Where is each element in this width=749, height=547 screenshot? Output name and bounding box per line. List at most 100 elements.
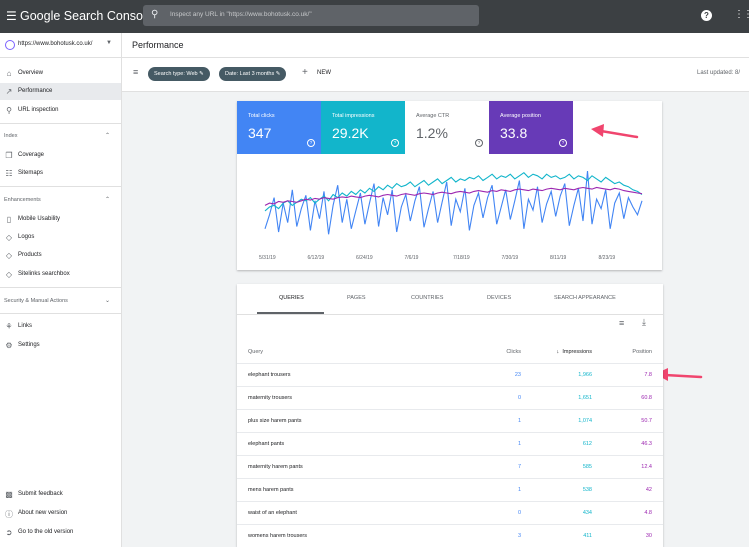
sidebar-item-mobile-usability[interactable]: ▯ Mobile Usability [0,211,121,228]
sidebar-item-settings[interactable]: ⚙ Settings [0,337,121,354]
add-icon[interactable]: + [302,67,308,78]
search-icon: ⚲ [151,9,159,20]
table-row[interactable]: mens harem pants 1 538 42 [237,478,663,501]
sidebar-item-old-version[interactable]: ➲ Go to the old version [0,524,121,541]
help-icon[interactable]: ? [391,139,399,147]
x-tick-label: 6/12/19 [308,255,325,261]
column-header-impressions[interactable]: ↓ Impressions [557,349,592,355]
search-input[interactable]: Inspect any URL in "https://www.bohotusk… [170,11,312,18]
cell-impressions: 1,651 [578,395,592,401]
column-header-position[interactable]: Position [632,349,652,355]
help-icon[interactable]: ? [559,139,567,147]
filter-rows-icon[interactable]: ≡ [619,318,625,328]
hamburger-menu-icon[interactable]: ☰ [6,9,17,23]
cell-position: 42 [645,487,652,493]
cell-clicks: 1 [517,418,521,424]
sidebar: https://www.bohotusk.co.uk/ ▼ ⌂ Overview… [0,33,122,547]
x-tick-label: 7/6/19 [405,255,419,261]
section-security[interactable]: Security & Manual Actions ⌄ [0,293,121,309]
new-filter-button[interactable]: NEW [317,70,331,76]
tab-pages[interactable]: PAGES [347,295,366,301]
cell-position: 60.8 [641,395,652,401]
chevron-up-icon: ⌃ [105,197,111,203]
cell-position: 50.7 [641,418,652,424]
cell-impressions: 411 [583,533,592,539]
sidebar-item-overview[interactable]: ⌂ Overview [0,65,121,82]
cell-query: mens harem pants [248,487,294,493]
help-icon[interactable]: ? [701,10,712,21]
info-icon: ⓘ [5,510,13,519]
cell-clicks: 7 [517,464,521,470]
table-row[interactable]: elephant pants 1 612 46.3 [237,432,663,455]
section-enhancements[interactable]: Enhancements ⌃ [0,192,121,208]
tab-search-appearance[interactable]: SEARCH APPEARANCE [554,295,616,301]
table-row[interactable]: maternity trousers 0 1,651 60.8 [237,386,663,409]
help-icon[interactable]: ? [475,139,483,147]
date-chip[interactable]: Date: Last 3 months ✎ [219,67,287,81]
sidebar-item-sitemaps[interactable]: ☷ Sitemaps [0,165,121,182]
sidebar-item-products[interactable]: ◇ Products [0,247,121,264]
exit-icon: ➲ [5,528,13,537]
sidebar-item-logos[interactable]: ◇ Logos [0,229,121,246]
filter-bar: ≡ Search type: Web ✎ Date: Last 3 months… [122,58,749,92]
chip-label: Date: Last 3 months [225,71,275,77]
metric-tile[interactable]: Average CTR 1.2%? [405,101,489,154]
url-inspect-search[interactable]: ⚲ Inspect any URL in "https://www.bohotu… [143,5,479,26]
cell-query: elephant pants [248,441,285,447]
home-icon: ⌂ [6,69,12,78]
table-row[interactable]: womens harem trousers 3 411 30 [237,524,663,547]
divider [0,313,121,314]
metric-tile[interactable]: Total impressions 29.2K? [321,101,405,154]
cell-clicks: 1 [517,487,521,493]
tab-countries[interactable]: COUNTRIES [411,295,444,301]
x-tick-label: 8/11/19 [550,255,567,261]
table-row[interactable]: plus size harem pants 1 1,074 50.7 [237,409,663,432]
x-tick-label: 7/30/19 [502,255,519,261]
diamond-icon: ◇ [5,251,13,260]
cell-clicks: 1 [517,441,521,447]
sidebar-item-label: Sitelinks searchbox [18,271,70,277]
sidebar-item-performance[interactable]: ↗ Performance [0,83,121,100]
cell-query: maternity trousers [248,395,293,401]
sidebar-item-coverage[interactable]: ❐ Coverage [0,147,121,164]
metric-tile[interactable]: Total clicks 347? [237,101,321,154]
sidebar-item-label: Go to the old version [18,529,74,535]
cell-query: plus size harem pants [248,418,302,424]
metric-value: 1.2% [416,125,448,141]
series-line-2 [264,186,643,206]
table-row[interactable]: elephant trousers 23 1,966 7.8 [237,363,663,386]
table-row[interactable]: maternity harem pants 7 585 12.4 [237,455,663,478]
performance-line-chart: 5/31/19 6/12/19 6/24/19 7/6/19 7/18/19 7/30/1… [259,171,643,261]
property-selector[interactable]: https://www.bohotusk.co.uk/ ▼ [0,33,121,58]
series-line-0 [264,171,643,235]
top-bar: ☰ Google Search Console ⚲ Inspect any UR… [0,0,749,33]
tab-devices[interactable]: DEVICES [487,295,512,301]
app-title[interactable]: Google Search Console [20,9,153,23]
column-header-query[interactable]: Query [248,349,263,355]
metric-tile[interactable]: Average position 33.8? [489,101,573,154]
section-index[interactable]: Index ⌃ [0,128,121,144]
filter-icon[interactable]: ≡ [133,67,139,77]
download-icon[interactable]: ⤓ [642,317,646,327]
diamond-icon: ◇ [5,233,13,242]
sidebar-item-sitelinks-searchbox[interactable]: ◇ Sitelinks searchbox [0,266,121,283]
phone-icon: ▯ [6,215,12,224]
last-updated: Last updated: 8/ [697,70,741,76]
cell-position: 4.8 [644,510,652,516]
cell-impressions: 1,966 [578,372,592,378]
help-icon[interactable]: ? [307,139,315,147]
sidebar-item-links[interactable]: ⚘ Links [0,318,121,335]
sidebar-item-about-new-version[interactable]: ⓘ About new version [0,505,121,522]
sidebar-item-submit-feedback[interactable]: ▩ Submit feedback [0,486,121,503]
apps-grid-icon[interactable]: ⋮⋮⋮ [734,9,749,20]
file-copy-icon: ❐ [5,151,13,160]
column-header-clicks[interactable]: Clicks [506,349,521,355]
search-type-chip[interactable]: Search type: Web ✎ [148,67,210,81]
chevron-down-icon: ⌄ [105,298,111,304]
active-tab-indicator [257,312,324,314]
table-row[interactable]: waist of an elephant 0 434 4.8 [237,501,663,524]
cell-position: 46.3 [641,441,652,447]
tab-queries[interactable]: QUERIES [279,295,304,301]
sidebar-item-url-inspection[interactable]: ⚲ URL inspection [0,102,121,119]
cell-impressions: 1,074 [578,418,592,424]
